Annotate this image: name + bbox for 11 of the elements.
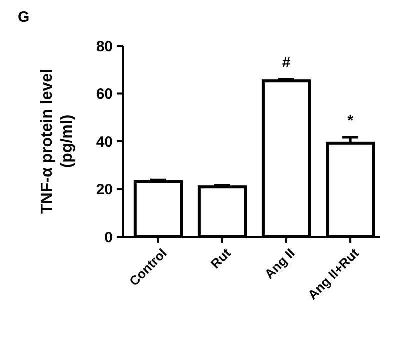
y-tick-label: 80 bbox=[96, 38, 113, 56]
x-tick-label: Rut bbox=[208, 245, 234, 272]
y-tick-label: 40 bbox=[96, 134, 113, 151]
y-tick-label: 0 bbox=[104, 229, 113, 246]
y-tick-label: 60 bbox=[96, 86, 113, 103]
y-axis-title: TNF-α protein level (pg/ml) bbox=[39, 69, 76, 214]
annotation: * bbox=[348, 112, 354, 130]
x-tick-label: Ang II bbox=[262, 246, 298, 282]
y-tick-label: 20 bbox=[96, 182, 113, 198]
text: G bbox=[18, 9, 30, 26]
annotation: # bbox=[282, 54, 292, 72]
